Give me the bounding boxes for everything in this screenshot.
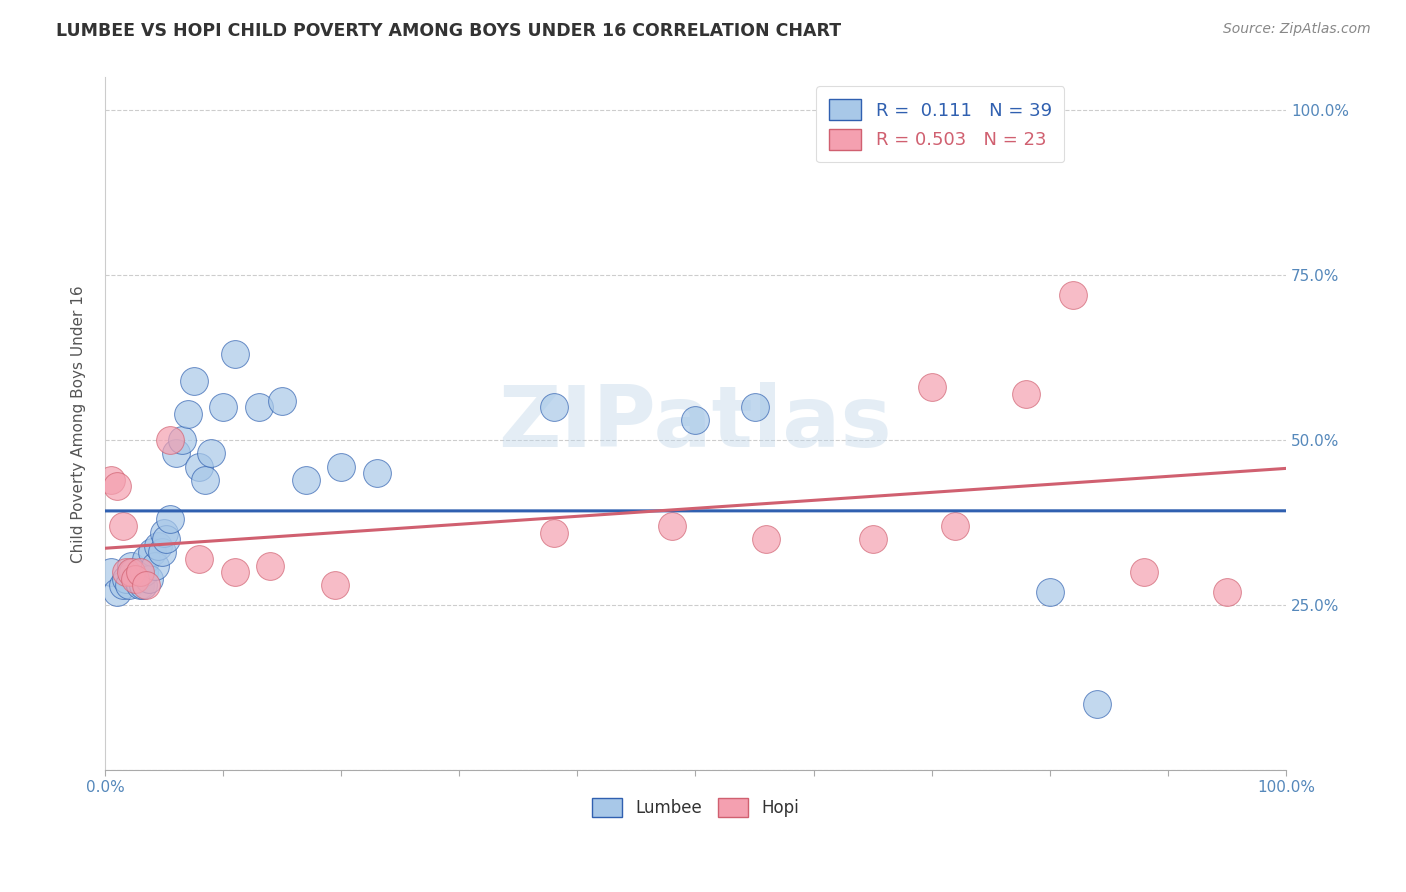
- Point: [1216, 585, 1239, 599]
- Point: [259, 558, 281, 573]
- Point: [224, 565, 246, 579]
- Point: [143, 558, 166, 573]
- Point: [159, 434, 181, 448]
- Point: [170, 434, 193, 448]
- Point: [117, 578, 139, 592]
- Point: [100, 565, 122, 579]
- Text: Source: ZipAtlas.com: Source: ZipAtlas.com: [1223, 22, 1371, 37]
- Point: [224, 347, 246, 361]
- Point: [755, 532, 778, 546]
- Point: [1085, 697, 1108, 711]
- Point: [943, 519, 966, 533]
- Point: [129, 578, 152, 592]
- Point: [115, 565, 138, 579]
- Point: [330, 459, 353, 474]
- Point: [194, 473, 217, 487]
- Point: [212, 401, 235, 415]
- Point: [685, 413, 707, 427]
- Point: [271, 393, 294, 408]
- Legend: Lumbee, Hopi: Lumbee, Hopi: [585, 791, 806, 824]
- Point: [188, 459, 211, 474]
- Point: [1015, 387, 1038, 401]
- Point: [115, 572, 138, 586]
- Point: [141, 545, 163, 559]
- Point: [366, 466, 388, 480]
- Point: [135, 552, 157, 566]
- Text: LUMBEE VS HOPI CHILD POVERTY AMONG BOYS UNDER 16 CORRELATION CHART: LUMBEE VS HOPI CHILD POVERTY AMONG BOYS …: [56, 22, 841, 40]
- Point: [111, 519, 134, 533]
- Point: [200, 446, 222, 460]
- Point: [176, 407, 198, 421]
- Point: [155, 532, 177, 546]
- Point: [150, 545, 173, 559]
- Text: ZIPatlas: ZIPatlas: [499, 382, 893, 466]
- Point: [122, 565, 145, 579]
- Point: [125, 572, 148, 586]
- Point: [132, 578, 155, 592]
- Point: [111, 578, 134, 592]
- Point: [146, 539, 169, 553]
- Y-axis label: Child Poverty Among Boys Under 16: Child Poverty Among Boys Under 16: [72, 285, 86, 563]
- Point: [543, 525, 565, 540]
- Point: [323, 578, 346, 592]
- Point: [132, 565, 155, 579]
- Point: [188, 552, 211, 566]
- Point: [165, 446, 187, 460]
- Point: [159, 512, 181, 526]
- Point: [124, 572, 146, 586]
- Point: [120, 565, 142, 579]
- Point: [138, 572, 160, 586]
- Point: [1133, 565, 1156, 579]
- Point: [921, 380, 943, 394]
- Point: [120, 558, 142, 573]
- Point: [247, 401, 270, 415]
- Point: [862, 532, 884, 546]
- Point: [661, 519, 683, 533]
- Point: [135, 578, 157, 592]
- Point: [153, 525, 176, 540]
- Point: [744, 401, 766, 415]
- Point: [294, 473, 316, 487]
- Point: [543, 401, 565, 415]
- Point: [183, 374, 205, 388]
- Point: [1062, 288, 1084, 302]
- Point: [100, 473, 122, 487]
- Point: [1039, 585, 1062, 599]
- Point: [105, 479, 128, 493]
- Point: [129, 565, 152, 579]
- Point: [105, 585, 128, 599]
